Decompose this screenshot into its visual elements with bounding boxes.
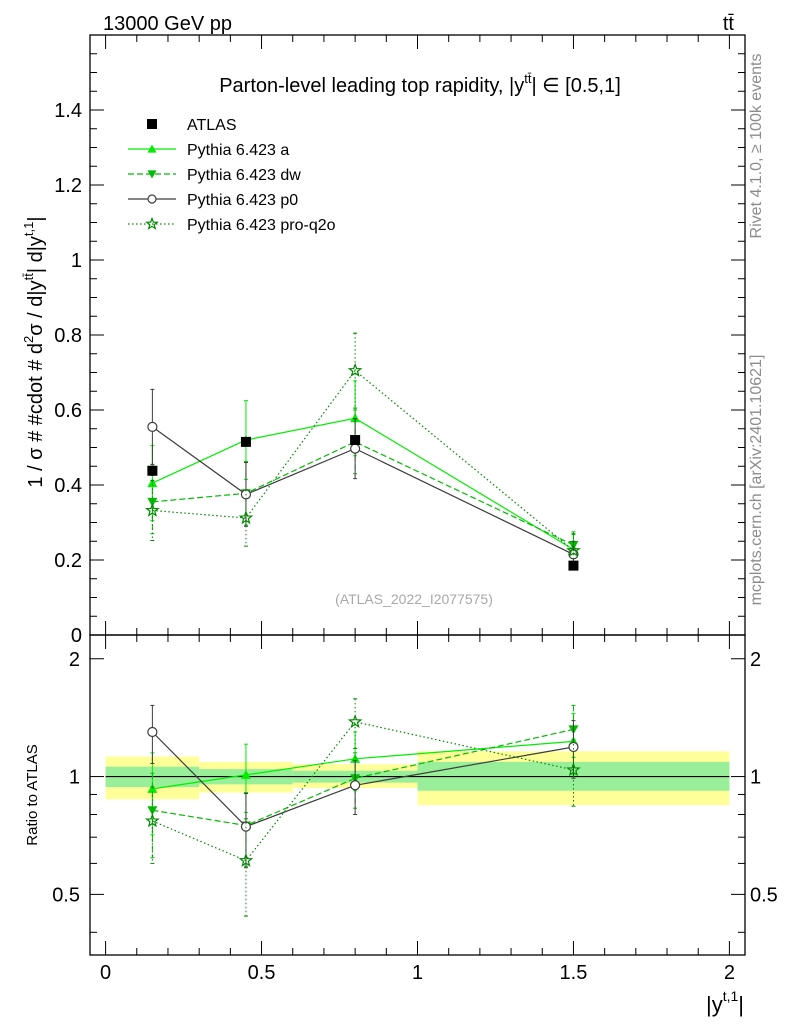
y-axis-label: 1 / σ # #cdot # d2σ / d|ytt̄| d|yt,1|	[21, 216, 47, 487]
x-axis-label: |yt,1|	[706, 988, 744, 1017]
analysis-watermark: (ATLAS_2022_I2077575)	[335, 591, 493, 607]
series-4-ratio-point-2	[347, 714, 363, 729]
series-2-ratio-line	[152, 728, 574, 827]
legend-label-4: Pythia 6.423 pro-q2o	[187, 217, 336, 234]
process-label: tt̄	[723, 13, 735, 35]
legend-label-2: Pythia 6.423 dw	[187, 167, 301, 184]
legend-marker-3	[147, 194, 157, 204]
series-0-main-point-2	[350, 435, 361, 445]
y-tick-label-main-3: 0.6	[54, 400, 82, 422]
y-tick-label-ratio-left-1: 1	[69, 767, 80, 789]
series-4	[145, 332, 581, 917]
y-axis-label-sup-2: 2	[21, 336, 36, 343]
y-tick-label-ratio-left-0: 0.5	[52, 884, 80, 906]
series-0	[147, 435, 579, 571]
x-axis-label-main: |y	[706, 992, 723, 1017]
series-1-main-point-2	[350, 413, 361, 423]
series-4-main-point-1	[238, 510, 254, 525]
ratio-y-axis-label: Ratio to ATLAS	[24, 744, 41, 845]
x-axis-label-sup: t,1	[723, 988, 739, 1004]
x-tick-label-2: 1	[412, 962, 423, 984]
x-tick-label-4: 2	[724, 962, 735, 984]
chart-title-end: | ∈ [0.5,1]	[531, 75, 620, 97]
series-0-main-point-3	[568, 560, 579, 571]
series-3-main-point-2	[350, 443, 361, 454]
y-tick-label-main-0: 0	[71, 625, 82, 647]
chart-title: Parton-level leading top rapidity, |ytt̄…	[219, 71, 621, 97]
legend-entry-2: Pythia 6.423 dw	[128, 167, 301, 184]
x-tick-label-1: 0.5	[248, 962, 276, 984]
series-3-main-line	[152, 426, 574, 555]
legend-marker-0	[147, 119, 157, 129]
y-tick-label-main-4: 0.8	[54, 325, 82, 347]
rivet-version-label: Rivet 4.1.0, ≥ 100k events	[748, 54, 765, 239]
y-tick-label-ratio-right-0: 0.5	[750, 884, 778, 906]
x-tick-label-0: 0	[100, 962, 111, 984]
series-3-ratio-point-2	[350, 780, 361, 791]
series-3-ratio-point-0	[147, 726, 158, 738]
series-3-ratio-point-3	[568, 741, 579, 753]
energy-label: 13000 GeV pp	[103, 13, 232, 35]
y-tick-label-main-7: 1.4	[54, 100, 82, 122]
legend-label-3: Pythia 6.423 p0	[187, 192, 298, 209]
series-0-main-point-0	[147, 465, 158, 476]
legend-marker-2	[147, 170, 157, 179]
legend: ATLAS Pythia 6.423 a Pythia 6.423 dw Pythia…	[128, 117, 336, 234]
y-tick-label-ratio-left-2: 2	[69, 649, 80, 671]
tick-marks: 0 0.5 1 1.5 200.20.40.60.811.21.40.5 0.51 12 2	[52, 34, 778, 984]
legend-entry-3: Pythia 6.423 p0	[128, 192, 298, 209]
series-1-ratio-point-1	[240, 769, 251, 779]
y-tick-label-main-5: 1	[71, 250, 82, 272]
y-tick-label-ratio-right-1: 1	[750, 767, 761, 789]
series-4-main-point-3	[566, 542, 581, 557]
y-axis-label-mid1: σ / d|y	[25, 280, 47, 335]
y-axis-label-mid2: | d|y	[25, 236, 47, 273]
chart-title-main: Parton-level leading top rapidity, |y	[219, 75, 524, 97]
legend-entry-4: Pythia 6.423 pro-q2o	[128, 216, 336, 234]
series-2-ratio-point-0	[147, 806, 158, 816]
series-4-main-point-0	[145, 502, 160, 517]
series-0-main-point-1	[240, 436, 251, 447]
legend-label-0: ATLAS	[187, 117, 237, 134]
y-tick-label-main-6: 1.2	[54, 175, 82, 197]
y-tick-label-main-1: 0.2	[54, 550, 82, 572]
x-tick-label-3: 1.5	[560, 962, 588, 984]
legend-entry-0: ATLAS	[147, 117, 237, 134]
chart-title-sup: tt̄	[524, 71, 532, 86]
uncertainty-bands	[105, 751, 730, 806]
y-axis-label-sup-t1: t,1	[21, 222, 36, 236]
y-axis-label-main: 1 / σ # #cdot # d	[25, 343, 47, 488]
legend-label-1: Pythia 6.423 a	[187, 142, 289, 159]
series-4-main-point-2	[347, 362, 363, 377]
series-4-ratio-point-1	[238, 852, 254, 867]
series-3-main-point-0	[147, 421, 158, 432]
x-axis-label-end: |	[738, 992, 744, 1017]
y-tick-label-main-2: 0.4	[54, 475, 82, 497]
y-axis-label-end: |	[25, 216, 47, 221]
series-1-main-line	[152, 417, 574, 551]
series-2-main-line	[152, 441, 574, 546]
series-4-ratio-point-0	[145, 813, 160, 828]
legend-entry-1: Pythia 6.423 a	[128, 142, 289, 159]
y-axis-label-sup-tt: tt̄	[21, 273, 36, 281]
legend-marker-1	[147, 144, 157, 153]
series-2-main-point-0	[147, 497, 158, 507]
series-layer	[145, 332, 581, 917]
series-4-ratio-point-3	[566, 762, 581, 777]
mcplots-label: mcplots.cern.ch [arXiv:2401.10621]	[748, 355, 765, 606]
series-3-ratio-line	[151, 731, 574, 828]
series-1-ratio-line	[152, 740, 574, 790]
legend-marker-4	[145, 216, 159, 230]
y-tick-label-ratio-right-2: 2	[750, 649, 761, 671]
